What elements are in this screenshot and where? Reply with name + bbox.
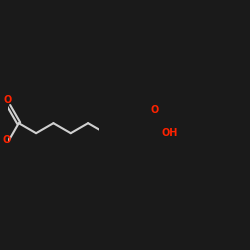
Text: O: O <box>3 95 12 105</box>
Text: OH: OH <box>162 128 178 138</box>
Text: O: O <box>2 135 11 145</box>
Text: O: O <box>150 105 159 115</box>
